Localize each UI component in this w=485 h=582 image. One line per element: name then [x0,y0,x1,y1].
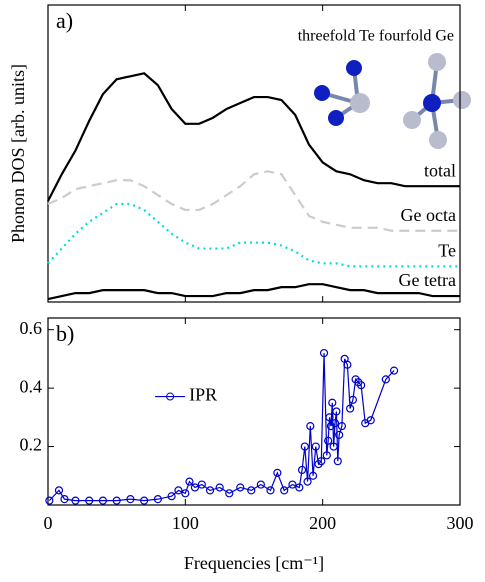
series-line [48,353,395,502]
data-point [98,496,108,505]
x-tick-label: 0 [44,513,53,533]
data-point [335,430,344,439]
y-axis-label: Phonon DOS [arb. units] [8,64,28,243]
data-point [346,404,355,413]
plot-frame [47,317,461,506]
data-point [332,407,341,416]
data-point [348,395,357,404]
data-point [140,496,149,505]
series-label: Ge octa [401,205,456,225]
data-point [308,471,318,480]
series-line [47,72,460,202]
data-point [366,416,375,425]
series-line [47,202,460,268]
data-point [322,451,331,460]
data-point [153,495,162,504]
data-point [266,486,275,495]
data-point [112,496,121,505]
data-point [306,422,315,431]
data-point [303,477,312,486]
data-point [190,483,200,492]
data-point [330,419,340,428]
data-point [300,442,309,451]
data-point [333,457,342,466]
data-point [297,465,307,475]
data-point [85,496,94,505]
data-point [167,492,176,501]
panel-label: b) [56,321,74,346]
x-tick-label: 300 [447,513,474,533]
data-point [343,360,352,369]
data-point [389,366,399,375]
data-point [273,468,282,477]
data-point [215,483,224,492]
data-point [185,477,194,486]
data-point [328,398,337,407]
data-point [381,375,390,384]
series-label: Te [438,240,456,260]
panel-label: a) [56,8,73,33]
series-label: Ge tetra [399,270,456,290]
y-tick-label: 0.2 [20,435,43,455]
data-point [357,381,366,390]
data-point [317,457,326,466]
data-point [324,436,333,445]
legend-marker [166,392,175,401]
data-point [60,495,69,504]
data-point [225,489,234,498]
data-point [45,496,54,505]
plot-frame [47,4,461,303]
y-tick-label: 0.6 [20,318,43,338]
data-point [181,489,190,498]
y-tick-label: 0.4 [20,376,43,396]
data-point [280,486,289,495]
data-point [174,486,183,495]
molecule-fourfold [403,53,471,149]
series-line [47,283,460,301]
molecule-threefold [314,60,370,126]
x-axis-label: Frequencies [cm⁻¹] [184,553,324,573]
data-point [288,480,297,489]
data-point [126,495,135,504]
data-point [71,496,80,505]
x-tick-label: 200 [309,513,336,533]
data-point [311,442,320,451]
data-point [256,480,265,489]
data-point [319,348,329,358]
series-line [47,170,460,232]
annotation: threefold Te fourfold Ge [298,28,454,45]
data-point [54,486,64,495]
data-point [247,486,256,495]
data-point [197,480,206,489]
data-point [295,483,304,492]
series-label: total [424,160,456,180]
data-point [325,413,334,422]
data-point [337,422,346,431]
x-tick-label: 100 [172,513,199,533]
data-point [329,442,338,451]
legend-label: IPR [189,385,217,405]
data-point [205,486,215,495]
data-point [236,483,245,492]
